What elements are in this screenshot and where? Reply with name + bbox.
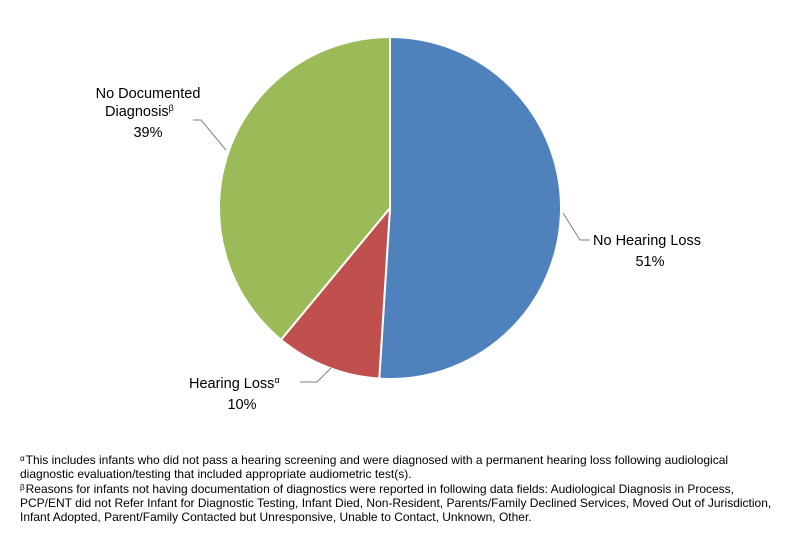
leader-line-no-documented-diagnosis bbox=[193, 119, 227, 151]
footnote-beta-text: Reasons for infants not having documenta… bbox=[20, 482, 772, 524]
pie-slice-hearing-loss bbox=[279, 204, 392, 380]
data-label-no-documented-diagnosis-name-line2: Diagnosisβ bbox=[105, 103, 174, 120]
data-label-hearing-loss-name: Hearing Lossα bbox=[189, 375, 280, 392]
pie-slices bbox=[217, 35, 562, 380]
footnote-beta-mark: β bbox=[20, 483, 25, 492]
hearing-loss-name-text: Hearing Loss bbox=[189, 376, 274, 392]
footnote-beta: βReasons for infants not having document… bbox=[20, 481, 780, 524]
footnote-alpha-text: This includes infants who did not pass a… bbox=[20, 453, 729, 481]
data-label-hearing-loss-value: 10% bbox=[227, 397, 256, 413]
data-label-no-documented-diagnosis-value: 39% bbox=[133, 125, 162, 141]
pie-slice-no-hearing-loss bbox=[378, 35, 562, 380]
hearing-loss-superscript: α bbox=[274, 375, 279, 385]
leader-line-hearing-loss bbox=[300, 367, 332, 383]
no-documented-diagnosis-name-line2-text: Diagnosis bbox=[105, 104, 169, 120]
footnote-alpha: αThis includes infants who did not pass … bbox=[20, 452, 780, 481]
pie-slice-no-documented-diagnosis bbox=[217, 35, 391, 342]
data-label-no-hearing-loss-name: No Hearing Loss bbox=[593, 233, 701, 249]
leader-lines bbox=[193, 119, 590, 383]
data-label-no-documented-diagnosis-name-line1: No Documented bbox=[96, 86, 201, 102]
footnote-alpha-mark: α bbox=[20, 454, 25, 463]
data-label-no-hearing-loss-value: 51% bbox=[635, 254, 664, 270]
footnotes: αThis includes infants who did not pass … bbox=[20, 452, 780, 524]
leader-line-no-hearing-loss bbox=[562, 212, 590, 241]
pie-chart: No Hearing Loss 51% Hearing Lossα 10% No… bbox=[96, 35, 701, 413]
no-documented-diagnosis-superscript: β bbox=[169, 103, 174, 113]
